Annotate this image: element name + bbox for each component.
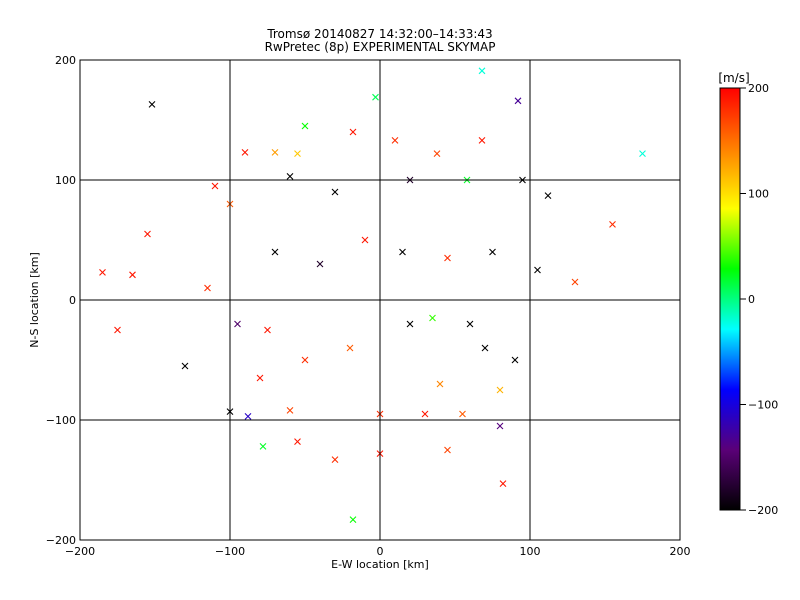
data-point-cross — [211, 182, 219, 190]
data-point-cross — [478, 137, 486, 144]
data-point-cross — [639, 150, 646, 157]
data-point-cross — [444, 446, 451, 454]
data-point-cross — [534, 266, 541, 274]
data-point-cross — [148, 101, 156, 108]
data-point-cross — [241, 149, 249, 156]
x-tick-label: −200 — [65, 545, 95, 558]
data-point-cross — [361, 236, 369, 244]
data-point-cross — [346, 344, 354, 352]
colorbar-ticks: 200 100 0 −100 −200 — [740, 82, 778, 517]
data-point-cross — [301, 122, 309, 130]
data-point-cross — [421, 410, 429, 418]
data-point-cross — [459, 410, 466, 418]
data-point-cross — [316, 260, 324, 268]
y-tick-label: −100 — [46, 414, 76, 427]
data-point-cross — [271, 248, 279, 256]
data-point-cross — [264, 326, 271, 334]
data-point-cross — [444, 254, 451, 262]
data-point-cross — [496, 386, 504, 394]
x-tick-label: 0 — [377, 545, 384, 558]
data-points — [99, 67, 646, 523]
data-point-cross — [478, 67, 486, 75]
data-point-cross — [256, 374, 264, 382]
data-point-cross — [301, 356, 309, 364]
data-point-cross — [144, 230, 151, 238]
data-point-cross — [406, 320, 414, 328]
data-point-cross — [271, 149, 279, 156]
grid-lines — [80, 60, 680, 540]
y-axis-label: N-S location [km] — [28, 252, 41, 348]
colorbar-tick-label: 200 — [748, 82, 769, 95]
data-point-cross — [294, 438, 301, 445]
data-point-cross — [99, 269, 106, 276]
data-point-cross — [436, 380, 444, 388]
data-point-cross — [234, 320, 241, 328]
data-point-cross — [481, 344, 489, 352]
data-point-cross — [496, 422, 504, 430]
data-point-cross — [181, 362, 189, 370]
y-tick-label: −200 — [46, 534, 76, 547]
data-point-cross — [331, 456, 339, 463]
data-point-cross — [499, 480, 507, 487]
data-point-cross — [544, 192, 552, 199]
x-tick-label: 200 — [670, 545, 691, 558]
colorbar — [719, 87, 741, 511]
data-point-cross — [391, 137, 399, 144]
x-axis-label: E-W location [km] — [331, 558, 429, 571]
y-tick-label: 0 — [69, 294, 76, 307]
data-point-cross — [466, 320, 474, 328]
data-point-cross — [129, 271, 136, 279]
data-point-cross — [511, 356, 519, 364]
colorbar-tick-label: −200 — [748, 504, 778, 517]
y-axis-ticks: −200 −100 0 100 200 — [46, 54, 680, 547]
x-tick-label: −100 — [215, 545, 245, 558]
colorbar-tick-label: 100 — [748, 188, 769, 201]
data-point-cross — [286, 173, 294, 180]
x-axis-ticks: −200 −100 0 100 200 — [65, 60, 691, 558]
colorbar-tick-label: 0 — [748, 293, 755, 306]
data-point-cross — [399, 248, 406, 256]
chart-title-line-2: RwPretec (8p) EXPERIMENTAL SKYMAP — [264, 40, 496, 54]
chart-title-line-1: Tromsø 20140827 14:32:00–14:33:43 — [267, 27, 493, 41]
data-point-cross — [331, 188, 339, 196]
data-point-cross — [286, 407, 294, 414]
data-point-cross — [571, 278, 579, 286]
data-point-cross — [514, 97, 522, 105]
data-point-cross — [349, 128, 357, 136]
y-tick-label: 200 — [55, 54, 76, 67]
data-point-cross — [244, 413, 252, 420]
data-point-cross — [372, 93, 379, 101]
data-point-cross — [609, 221, 616, 228]
x-tick-label: 100 — [520, 545, 541, 558]
y-tick-label: 100 — [55, 174, 76, 187]
data-point-cross — [429, 314, 436, 322]
colorbar-tick-label: −100 — [748, 399, 778, 412]
data-point-cross — [294, 150, 301, 157]
data-point-cross — [349, 516, 357, 523]
data-point-cross — [433, 150, 441, 157]
data-point-cross — [259, 443, 267, 450]
data-point-cross — [114, 326, 121, 334]
data-point-cross — [489, 248, 496, 256]
data-point-cross — [204, 284, 211, 292]
colorbar-label: [m/s] — [718, 71, 749, 85]
